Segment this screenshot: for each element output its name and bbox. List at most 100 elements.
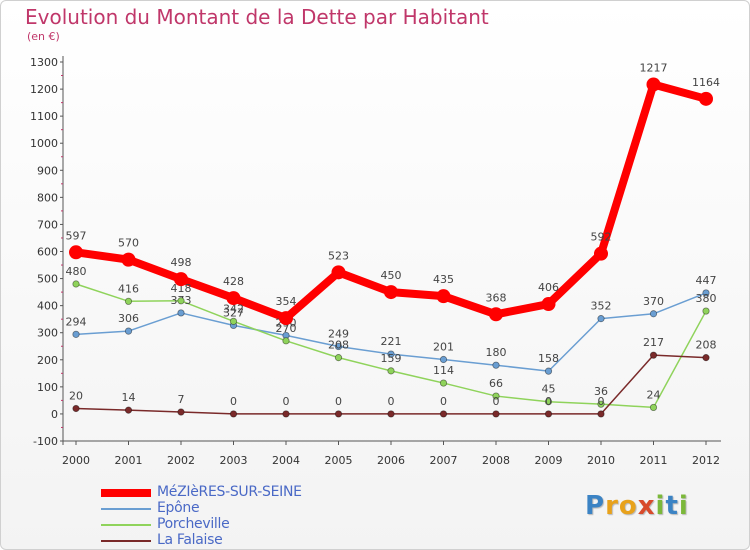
data-label: 435 <box>433 273 454 286</box>
y-tick-label: 700 <box>37 218 58 231</box>
data-label: 221 <box>381 335 402 348</box>
data-label: 180 <box>486 346 507 359</box>
x-tick-label: 2011 <box>640 454 668 467</box>
data-point <box>72 280 80 288</box>
data-label: 7 <box>178 393 185 406</box>
data-label: 306 <box>118 312 139 325</box>
data-point <box>649 351 658 359</box>
data-point <box>702 354 710 362</box>
data-point <box>121 252 136 267</box>
data-label: 24 <box>647 388 661 401</box>
data-point <box>334 342 343 351</box>
data-point <box>387 410 395 418</box>
y-tick-label: 300 <box>37 327 58 340</box>
x-tick-label: 2002 <box>167 454 195 467</box>
data-label: 294 <box>66 315 87 328</box>
y-tick-label: 100 <box>37 381 58 394</box>
data-label: 66 <box>489 377 503 390</box>
logo-letter: i <box>655 491 666 521</box>
y-tick-label: 900 <box>37 164 58 177</box>
data-label: 0 <box>440 395 447 408</box>
data-label: 597 <box>66 229 87 242</box>
data-point <box>544 398 553 406</box>
legend-swatch <box>101 508 151 510</box>
y-tick-label: 800 <box>37 191 58 204</box>
data-label: 159 <box>381 352 402 365</box>
data-point <box>492 410 500 418</box>
data-point <box>124 327 133 335</box>
data-label: 20 <box>69 390 83 403</box>
data-label: 1217 <box>640 61 668 74</box>
logo-letter: x <box>637 491 656 521</box>
x-tick-label: 2006 <box>377 454 405 467</box>
data-point <box>174 272 188 287</box>
data-label: 352 <box>591 300 612 313</box>
data-point <box>334 354 343 362</box>
data-label: 480 <box>66 265 87 278</box>
data-label: 36 <box>594 385 608 398</box>
data-point <box>436 289 451 304</box>
legend-label: La Falaise <box>157 532 223 548</box>
data-point <box>331 265 346 280</box>
y-tick-label: 600 <box>37 246 58 259</box>
data-point <box>649 310 658 318</box>
data-label: 447 <box>696 274 717 287</box>
y-tick-label: 200 <box>37 354 58 367</box>
legend-label: MéZIèRES-SUR-SEINE <box>157 484 302 500</box>
data-label: 14 <box>122 391 136 404</box>
data-label: 208 <box>696 339 717 352</box>
x-tick-label: 2008 <box>482 454 510 467</box>
data-point <box>597 315 605 323</box>
data-label: 498 <box>171 256 192 269</box>
data-point <box>226 291 241 306</box>
legend-swatch <box>101 489 151 497</box>
data-point <box>702 289 710 297</box>
data-label: 354 <box>276 295 297 308</box>
data-label: 370 <box>643 295 664 308</box>
data-point <box>229 410 238 418</box>
data-point <box>384 285 398 300</box>
legend-swatch <box>101 540 151 542</box>
logo-letter: P <box>585 491 606 521</box>
data-label: 416 <box>118 282 139 295</box>
data-point <box>492 392 500 400</box>
legend-swatch <box>101 524 151 526</box>
data-label: 0 <box>493 395 500 408</box>
data-label: 0 <box>388 395 395 408</box>
data-label: 0 <box>230 395 237 408</box>
logo-letter: o <box>618 491 638 521</box>
data-label: 270 <box>276 322 297 335</box>
data-point <box>544 410 553 418</box>
x-tick-label: 2012 <box>692 454 720 467</box>
data-label: 45 <box>542 383 556 396</box>
x-tick-label: 2004 <box>272 454 300 467</box>
x-tick-label: 2003 <box>220 454 248 467</box>
data-point <box>177 408 185 416</box>
y-tick-label: -100 <box>33 435 58 448</box>
data-point <box>489 307 503 322</box>
data-point <box>541 297 556 312</box>
data-label: 428 <box>223 275 244 288</box>
data-point <box>72 404 80 413</box>
data-point <box>387 367 395 375</box>
data-point <box>439 355 448 364</box>
data-point <box>124 297 133 305</box>
logo-letter: r <box>605 491 619 521</box>
data-point <box>334 410 343 418</box>
data-label: 217 <box>643 336 664 349</box>
data-point <box>492 361 500 369</box>
data-label: 208 <box>328 339 349 352</box>
data-label: 158 <box>538 352 559 365</box>
data-label: 368 <box>486 291 507 304</box>
data-point <box>649 403 658 412</box>
unit-label: (en €) <box>27 30 60 43</box>
data-point <box>597 410 605 418</box>
data-label: 342 <box>223 302 244 315</box>
data-point <box>439 410 448 418</box>
data-point <box>69 245 83 260</box>
data-label: 249 <box>328 328 349 341</box>
y-tick-label: 500 <box>37 273 58 286</box>
chart-title: Evolution du Montant de la Dette par Hab… <box>25 5 489 29</box>
data-point <box>597 400 605 408</box>
